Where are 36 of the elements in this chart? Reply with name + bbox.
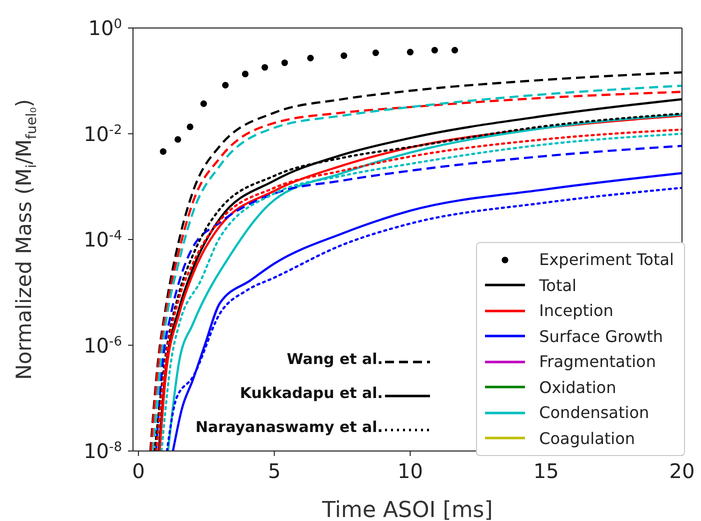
x-tick-label: 15 xyxy=(533,459,559,483)
point xyxy=(340,52,348,59)
legend-label: Total xyxy=(539,276,576,295)
legend-label: Condensation xyxy=(539,403,650,422)
point xyxy=(372,49,379,56)
y-tick-label: 10$^{0}$ xyxy=(88,16,122,40)
legend-label: Experiment Total xyxy=(539,250,674,270)
point xyxy=(281,59,288,66)
annotation: Wang et al. xyxy=(286,350,383,368)
y-tick-label: 10$^{-4}$ xyxy=(84,228,122,252)
x-tick-label: 20 xyxy=(669,459,695,483)
legend-label: Surface Growth xyxy=(539,326,664,346)
x-tick-label: 0 xyxy=(132,459,145,483)
y-tick-label: 10$^{-2}$ xyxy=(84,122,122,146)
point xyxy=(406,48,414,56)
point xyxy=(222,82,229,88)
legend-label: Inception xyxy=(539,301,614,320)
x-tick-label: 5 xyxy=(268,459,281,483)
point xyxy=(451,46,458,54)
y-tick-label: 10$^{-8}$ xyxy=(84,439,122,463)
point xyxy=(307,54,314,62)
point xyxy=(186,124,194,130)
point xyxy=(174,136,182,143)
point xyxy=(242,70,249,78)
point xyxy=(160,148,166,155)
point xyxy=(262,64,268,71)
x-tick-label: 10 xyxy=(397,459,423,483)
annotation: Kukkadapu et al. xyxy=(240,384,383,402)
legend-label: Fragmentation xyxy=(539,352,656,372)
point xyxy=(431,46,438,54)
point xyxy=(200,100,207,108)
legend-label: Coagulation xyxy=(539,428,636,448)
x-axis-title: Time ASOI [ms] xyxy=(321,498,493,521)
y-tick-label: 10$^{-6}$ xyxy=(84,333,122,358)
legend-label: Oxidation xyxy=(539,378,616,397)
annotation: Narayanaswamy et al. xyxy=(196,418,383,436)
